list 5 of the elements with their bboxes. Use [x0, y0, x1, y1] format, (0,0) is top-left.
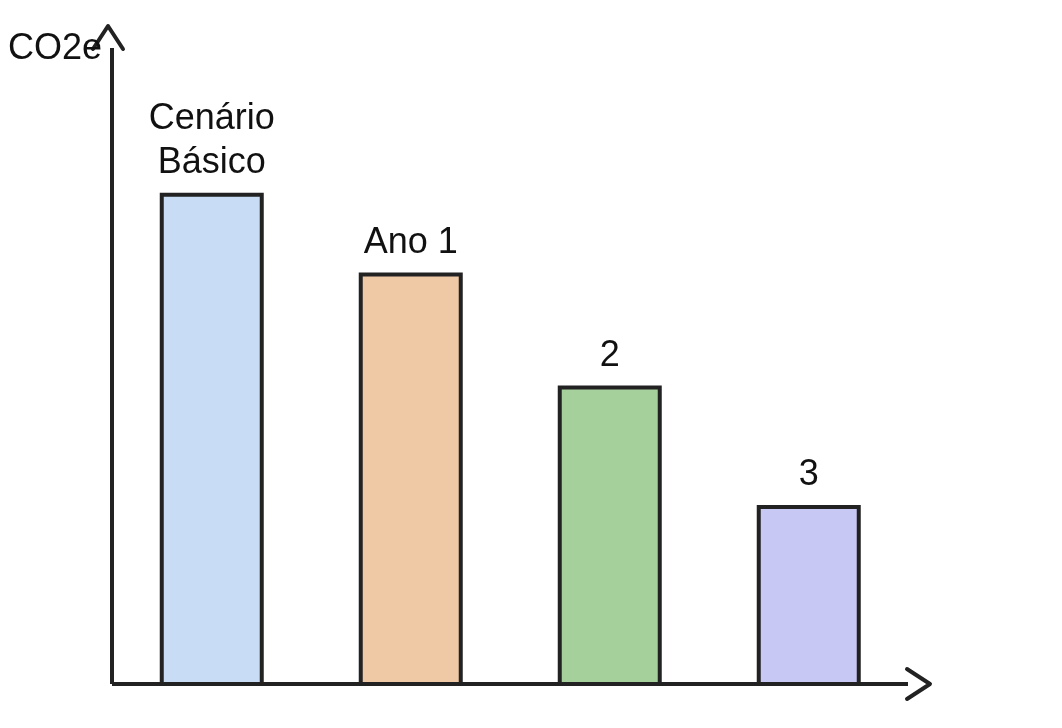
x-tick-label: Ano 1	[363, 219, 458, 261]
x-tick-label: 3	[798, 451, 819, 493]
x-tick-label: 2	[599, 332, 620, 374]
y-axis-title: CO2e	[8, 26, 103, 68]
x-tick-label: Cenário Básico	[148, 95, 275, 181]
